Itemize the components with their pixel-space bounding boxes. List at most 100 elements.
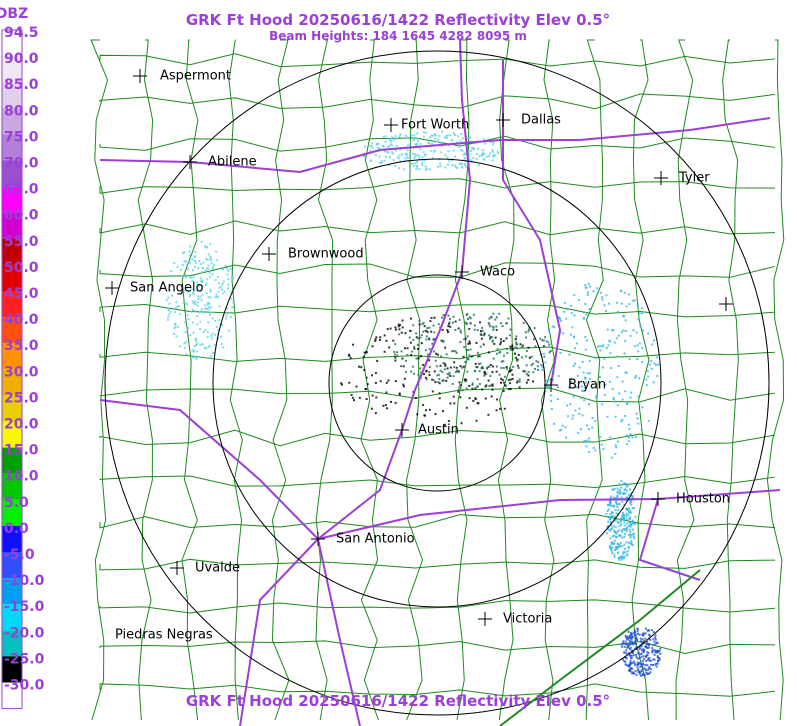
echo-pixel — [626, 402, 629, 405]
echo-pixel — [406, 143, 409, 146]
echo-pixel — [188, 254, 191, 257]
city-label: Waco — [480, 265, 515, 280]
echo-pixel — [192, 331, 195, 334]
echo-pixel — [459, 384, 462, 387]
echo-pixel — [232, 301, 235, 304]
echo-pixel — [624, 390, 627, 393]
echo-pixel — [479, 345, 482, 348]
echo-pixel — [611, 514, 614, 517]
echo-pixel — [575, 385, 578, 388]
echo-pixel — [588, 360, 591, 363]
echo-pixel — [444, 364, 447, 367]
echo-pixel — [378, 338, 381, 341]
echo-pixel — [489, 336, 492, 339]
city-label: Aspermont — [160, 69, 231, 84]
footer-title: GRK Ft Hood 20250616/1422 Reflectivity E… — [186, 692, 610, 710]
echo-pixel — [171, 274, 174, 277]
radar-echoes — [165, 130, 662, 677]
echo-pixel — [419, 148, 422, 151]
echo-pixel — [636, 417, 639, 420]
echo-pixel — [606, 328, 609, 331]
echo-pixel — [468, 327, 471, 330]
echo-pixel — [191, 280, 194, 283]
echo-pixel — [595, 396, 598, 399]
echo-pixel — [630, 643, 633, 646]
echo-pixel — [431, 378, 434, 381]
echo-pixel — [209, 258, 212, 261]
echo-pixel — [610, 504, 613, 507]
echo-pixel — [644, 632, 647, 635]
echo-pixel — [639, 665, 642, 668]
echo-pixel — [500, 322, 503, 325]
echo-pixel — [494, 154, 497, 157]
echo-pixel — [608, 546, 611, 549]
echo-pixel — [601, 345, 604, 348]
echo-pixel — [454, 350, 457, 353]
echo-pixel — [621, 514, 624, 517]
echo-pixel — [201, 281, 204, 284]
echo-pixel — [558, 429, 561, 432]
echo-pixel — [607, 504, 610, 507]
echo-pixel — [206, 278, 209, 281]
echo-pixel — [608, 504, 611, 507]
echo-pixel — [583, 440, 586, 443]
echo-pixel — [634, 522, 637, 525]
echo-pixel — [514, 346, 517, 349]
echo-pixel — [548, 351, 551, 354]
echo-pixel — [505, 322, 508, 325]
echo-pixel — [449, 402, 452, 405]
echo-pixel — [462, 154, 465, 157]
echo-pixel — [619, 492, 622, 495]
echo-pixel — [400, 153, 403, 156]
echo-pixel — [627, 638, 630, 641]
echo-pixel — [629, 510, 632, 513]
echo-pixel — [496, 150, 499, 153]
echo-pixel — [191, 292, 194, 295]
echo-pixel — [378, 147, 381, 150]
echo-pixel — [623, 352, 626, 355]
echo-pixel — [350, 393, 353, 396]
echo-pixel — [191, 349, 194, 352]
city-marker — [544, 378, 558, 392]
echo-pixel — [177, 325, 180, 328]
echo-pixel — [537, 368, 540, 371]
echo-pixel — [629, 334, 632, 337]
echo-pixel — [505, 367, 508, 370]
echo-pixel — [409, 169, 412, 172]
echo-pixel — [524, 331, 527, 334]
echo-pixel — [194, 302, 197, 305]
echo-pixel — [431, 142, 434, 145]
echo-pixel — [429, 320, 432, 323]
echo-pixel — [446, 376, 449, 379]
echo-pixel — [592, 446, 595, 449]
echo-pixel — [412, 165, 415, 168]
city-marker — [105, 281, 119, 295]
echo-pixel — [614, 500, 617, 503]
echo-pixel — [595, 287, 598, 290]
echo-pixel — [184, 302, 187, 305]
echo-pixel — [501, 378, 504, 381]
echo-pixel — [648, 672, 651, 675]
echo-pixel — [475, 157, 478, 160]
echo-pixel — [183, 251, 186, 254]
echo-pixel — [505, 347, 508, 350]
echo-pixel — [642, 632, 645, 635]
echo-pixel — [385, 339, 388, 342]
echo-pixel — [530, 364, 533, 367]
echo-pixel — [653, 649, 656, 652]
echo-pixel — [218, 286, 221, 289]
echo-pixel — [615, 546, 618, 549]
legend-label: 90.0 — [4, 51, 39, 67]
color-swatch — [2, 82, 22, 109]
echo-pixel — [630, 492, 633, 495]
color-swatch — [2, 160, 22, 187]
echo-pixel — [425, 370, 428, 373]
echo-pixel — [635, 638, 638, 641]
echo-pixel — [431, 134, 434, 137]
echo-pixel — [406, 354, 409, 357]
echo-pixel — [607, 508, 610, 511]
echo-pixel — [638, 342, 641, 345]
echo-pixel — [454, 155, 457, 158]
echo-pixel — [652, 643, 655, 646]
echo-pixel — [371, 147, 374, 150]
